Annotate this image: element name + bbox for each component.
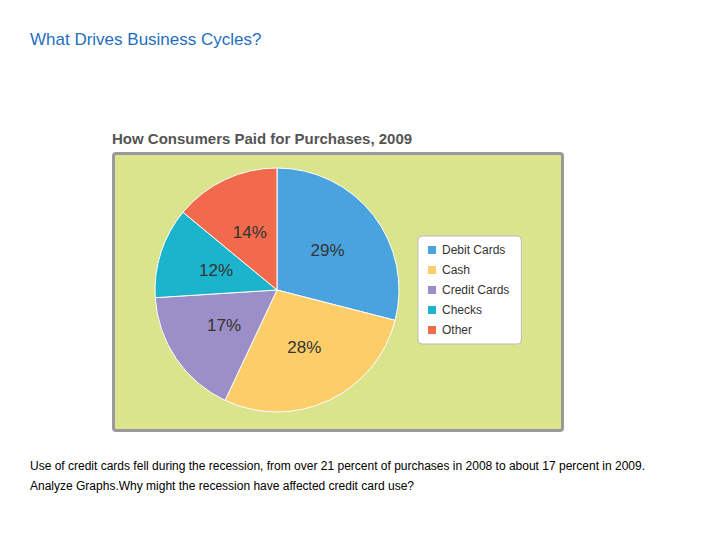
svg-text:Other: Other xyxy=(442,323,472,337)
svg-text:Checks: Checks xyxy=(442,303,482,317)
svg-text:Debit Cards: Debit Cards xyxy=(442,243,505,257)
svg-text:17%: 17% xyxy=(207,316,241,335)
html-text:Use of credit cards fell durin: Use of credit cards fell during the rece… xyxy=(30,459,645,493)
svg-text:14%: 14% xyxy=(233,223,267,242)
svg-text:29%: 29% xyxy=(311,241,345,260)
html-text:What Drives Business Cycles?: What Drives Business Cycles? xyxy=(30,30,262,49)
svg-text:Cash: Cash xyxy=(442,263,470,277)
svg-text:12%: 12% xyxy=(199,261,233,280)
svg-text:28%: 28% xyxy=(287,338,321,357)
svg-text:Credit Cards: Credit Cards xyxy=(442,283,509,297)
html-text:How Consumers Paid for Purchas: How Consumers Paid for Purchases, 2009 xyxy=(112,130,413,147)
